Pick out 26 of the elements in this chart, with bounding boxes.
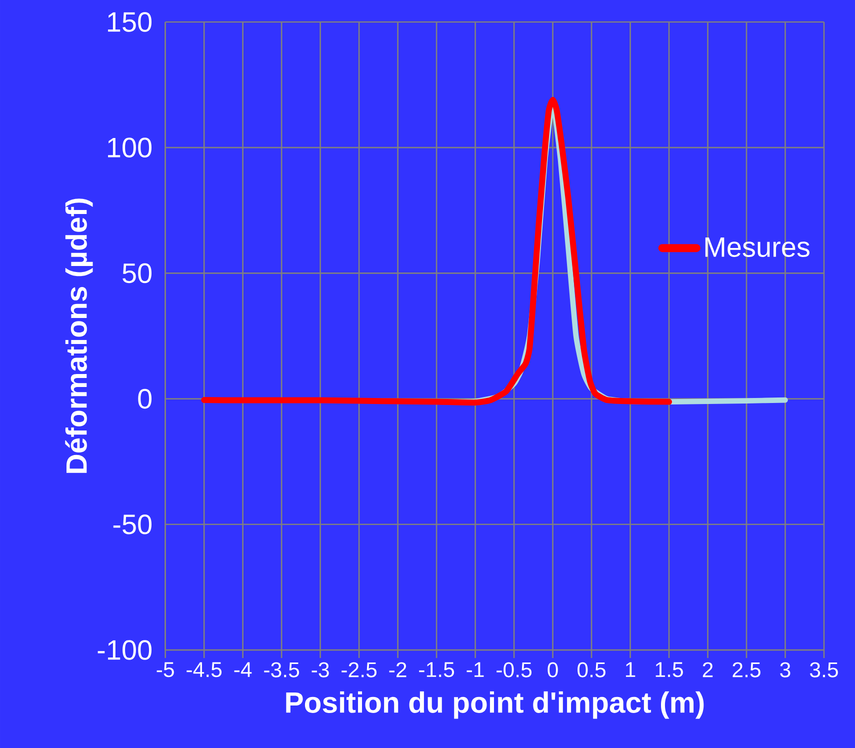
x-tick-label: 1.5 [656, 662, 683, 678]
x-axis-title: Position du point d'impact (m) [286, 691, 704, 719]
x-tick-label: 0 [548, 662, 558, 678]
x-tick-label: -1.5 [419, 662, 454, 678]
x-tick-label: -1 [466, 662, 484, 677]
y-tick-label: 150 [108, 12, 152, 32]
y-axis-title: Déformations (µdef) [65, 198, 93, 473]
x-tick-label: -5 [156, 662, 174, 678]
y-tick-label: 50 [122, 263, 152, 284]
y-tick-label: 100 [108, 138, 152, 158]
y-tick-label: 0 [138, 388, 152, 409]
x-tick-label: 1 [626, 662, 636, 677]
x-tick-label: -3 [312, 662, 329, 678]
x-tick-label: 2.5 [732, 662, 760, 678]
y-tick-label: -50 [113, 514, 152, 534]
x-tick-label: -2.5 [342, 662, 377, 678]
x-tick-label: -0.5 [496, 662, 532, 678]
x-tick-label: -4.5 [186, 662, 222, 678]
x-tick-label: 3 [780, 662, 790, 678]
x-tick-label: 3.5 [810, 662, 838, 678]
x-tick-label: -3.5 [264, 662, 300, 678]
x-tick-label: 2 [702, 662, 713, 678]
x-tick-label: 0.5 [578, 662, 606, 678]
x-tick-label: -4 [234, 662, 252, 677]
x-tick-label: -2 [389, 662, 406, 678]
y-tick-label: -100 [98, 640, 152, 660]
